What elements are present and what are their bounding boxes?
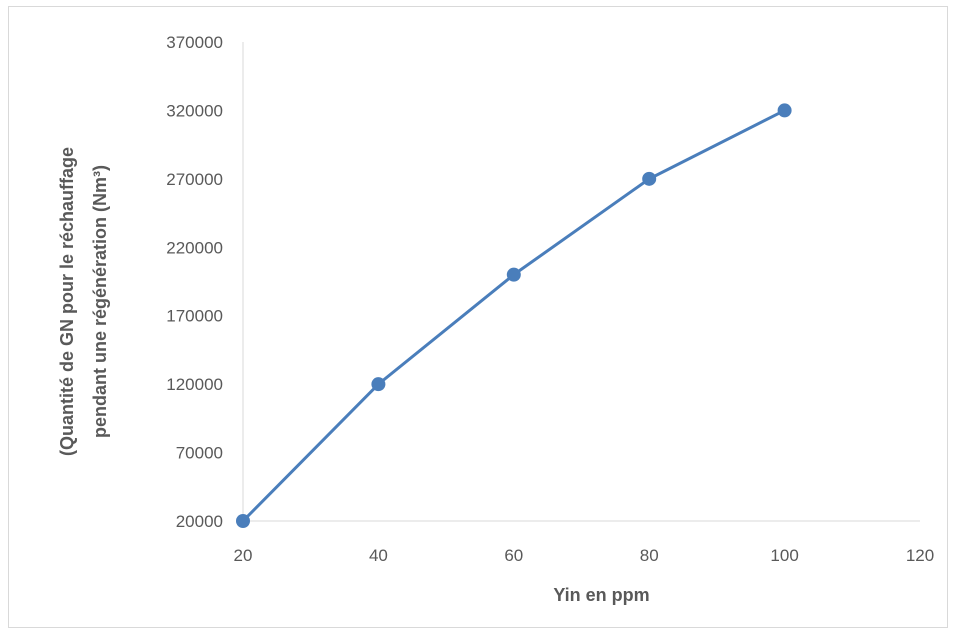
series-line [241, 109, 786, 523]
y-tick-label: 370000 [166, 33, 223, 52]
x-tick-label: 60 [504, 546, 523, 565]
y-tick-label: 70000 [176, 444, 223, 463]
x-tick-label: 20 [234, 546, 253, 565]
data-point [506, 267, 521, 282]
x-tick-label: 80 [640, 546, 659, 565]
y-axis-title-line-1: (Quantité de GN pour le réchauffage [57, 147, 77, 456]
x-tick-label: 120 [906, 546, 934, 565]
y-tick-label: 20000 [176, 512, 223, 531]
data-point [371, 377, 386, 392]
y-tick-label: 170000 [166, 307, 223, 326]
y-axis-title-line-2: pendant une régénération (Nm³) [90, 165, 110, 438]
data-point [236, 514, 250, 528]
y-tick-label: 270000 [166, 170, 223, 189]
x-tick-label: 40 [369, 546, 388, 565]
y-tick-label: 220000 [166, 238, 223, 257]
data-point [777, 103, 792, 118]
data-point [642, 171, 657, 186]
y-tick-label: 320000 [166, 101, 223, 120]
y-tick-label: 120000 [166, 375, 223, 394]
x-axis-title: Yin en ppm [553, 585, 649, 605]
x-tick-label: 100 [770, 546, 798, 565]
